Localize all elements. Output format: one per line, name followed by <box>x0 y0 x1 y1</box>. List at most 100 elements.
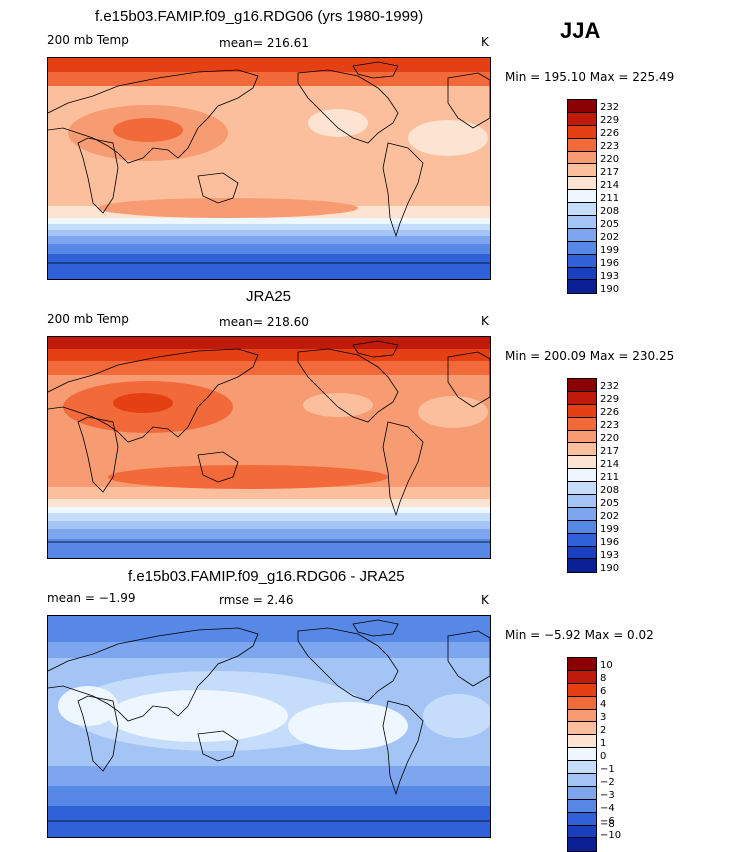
colorbar-box <box>568 696 596 710</box>
colorbar-box <box>568 683 596 697</box>
panel3-colorbar-label: 3 <box>600 712 607 723</box>
panel1-colorbar-label: 214 <box>600 180 620 191</box>
panel3-colorbar-label: −8 <box>600 819 615 830</box>
panel3-colorbar-label: 4 <box>600 699 607 710</box>
colorbar-box <box>568 533 596 547</box>
colorbar-box <box>568 670 596 684</box>
panel3-min-max: Min = −5.92 Max = 0.02 <box>505 628 654 642</box>
panel1-map <box>47 57 491 280</box>
panel3-colorbar-label: −6 <box>600 816 615 827</box>
panel3-rmse-label: rmse = 2.46 <box>219 593 294 607</box>
colorbar-box <box>568 838 596 852</box>
panel1-colorbar-label: 199 <box>600 245 620 256</box>
colorbar-box <box>568 203 596 217</box>
panel3-colorbar-label: 2 <box>600 725 607 736</box>
panel1-colorbar-label: 232 <box>600 102 620 113</box>
panel3-colorbar-label: −10 <box>600 830 622 841</box>
panel3-colorbar-label: 1 <box>600 738 607 749</box>
colorbar-box <box>568 100 596 113</box>
panel3-colorbar-label: 0 <box>600 751 607 762</box>
panel3-title: f.e15b03.FAMIP.f09_g16.RDG06 - JRA25 <box>128 568 405 585</box>
colorbar-box <box>568 799 596 813</box>
colorbar-box <box>568 786 596 800</box>
colorbar-box <box>568 507 596 521</box>
panel1-colorbar <box>567 99 597 295</box>
season-label: JJA <box>560 18 601 43</box>
colorbar-box <box>568 546 596 560</box>
colorbar-box <box>568 456 596 470</box>
panel1-colorbar-label: 193 <box>600 271 620 282</box>
panel2-colorbar-label: 214 <box>600 459 620 470</box>
panel1-colorbar-label: 217 <box>600 167 620 178</box>
colorbar-box <box>568 190 596 204</box>
panel3-map <box>47 615 491 838</box>
panel3-units-label: K <box>481 593 489 607</box>
panel3-colorbar-label: −2 <box>600 777 615 788</box>
colorbar-box <box>568 709 596 723</box>
panel3-colorbar-label: −1 <box>600 764 615 775</box>
panel1-mean-label: mean= 216.61 <box>219 36 309 50</box>
colorbar-box <box>568 138 596 152</box>
panel2-colorbar-label: 220 <box>600 433 620 444</box>
colorbar-box <box>568 151 596 165</box>
colorbar-box <box>568 267 596 281</box>
panel1-units-label: K <box>481 35 489 49</box>
colorbar-box <box>568 391 596 405</box>
colorbar-box <box>568 559 596 573</box>
colorbar-box <box>568 482 596 496</box>
panel2-colorbar-label: 190 <box>600 563 620 574</box>
colorbar-box <box>568 735 596 749</box>
panel1-title: f.e15b03.FAMIP.f09_g16.RDG06 (yrs 1980-1… <box>95 8 424 25</box>
panel2-colorbar-label: 211 <box>600 472 620 483</box>
panel3-colorbar-label: 8 <box>600 673 607 684</box>
colorbar-box <box>568 164 596 178</box>
colorbar-box <box>568 825 596 839</box>
panel2-units-label: K <box>481 314 489 328</box>
panel2-map <box>47 336 491 559</box>
colorbar-box <box>568 722 596 736</box>
colorbar-box <box>568 280 596 294</box>
panel2-colorbar-label: 223 <box>600 420 620 431</box>
panel1-colorbar-label: 220 <box>600 154 620 165</box>
panel1-colorbar-label: 211 <box>600 193 620 204</box>
colorbar-box <box>568 216 596 229</box>
panel2-colorbar-label: 202 <box>600 511 620 522</box>
colorbar-box <box>568 228 596 242</box>
panel2-colorbar-label: 217 <box>600 446 620 457</box>
panel2-colorbar-label: 208 <box>600 485 620 496</box>
colorbar-box <box>568 658 596 671</box>
panel2-colorbar-label: 232 <box>600 381 620 392</box>
panel2-colorbar-label: 226 <box>600 407 620 418</box>
colorbar-box <box>568 443 596 457</box>
colorbar-box <box>568 430 596 444</box>
colorbar-box <box>568 254 596 268</box>
colorbar-box <box>568 761 596 775</box>
colorbar-box <box>568 812 596 826</box>
panel1-colorbar-label: 208 <box>600 206 620 217</box>
panel3-colorbar-label: −4 <box>600 803 615 814</box>
panel3-colorbar-label: −3 <box>600 790 615 801</box>
colorbar-box <box>568 417 596 431</box>
panel3-colorbar-label: 10 <box>600 660 613 671</box>
panel3-colorbar-label: 6 <box>600 686 607 697</box>
colorbar-box <box>568 241 596 255</box>
panel3-mean-label: mean = −1.99 <box>47 591 136 605</box>
colorbar-box <box>568 520 596 534</box>
colorbar-box <box>568 404 596 418</box>
panel2-title: JRA25 <box>246 288 292 305</box>
panel1-min-max: Min = 195.10 Max = 225.49 <box>505 70 675 84</box>
panel2-min-max: Min = 200.09 Max = 230.25 <box>505 349 675 363</box>
panel2-colorbar-label: 196 <box>600 537 620 548</box>
panel1-colorbar-label: 223 <box>600 141 620 152</box>
colorbar-box <box>568 774 596 787</box>
panel2-colorbar <box>567 378 597 574</box>
panel2-colorbar-label: 229 <box>600 394 620 405</box>
panel2-mean-label: mean= 218.60 <box>219 315 309 329</box>
panel1-colorbar-label: 205 <box>600 219 620 230</box>
panel1-colorbar-label: 196 <box>600 258 620 269</box>
panel2-colorbar-label: 193 <box>600 550 620 561</box>
colorbar-box <box>568 495 596 508</box>
panel3-colorbar <box>567 657 597 852</box>
colorbar-box <box>568 748 596 762</box>
colorbar-box <box>568 125 596 139</box>
